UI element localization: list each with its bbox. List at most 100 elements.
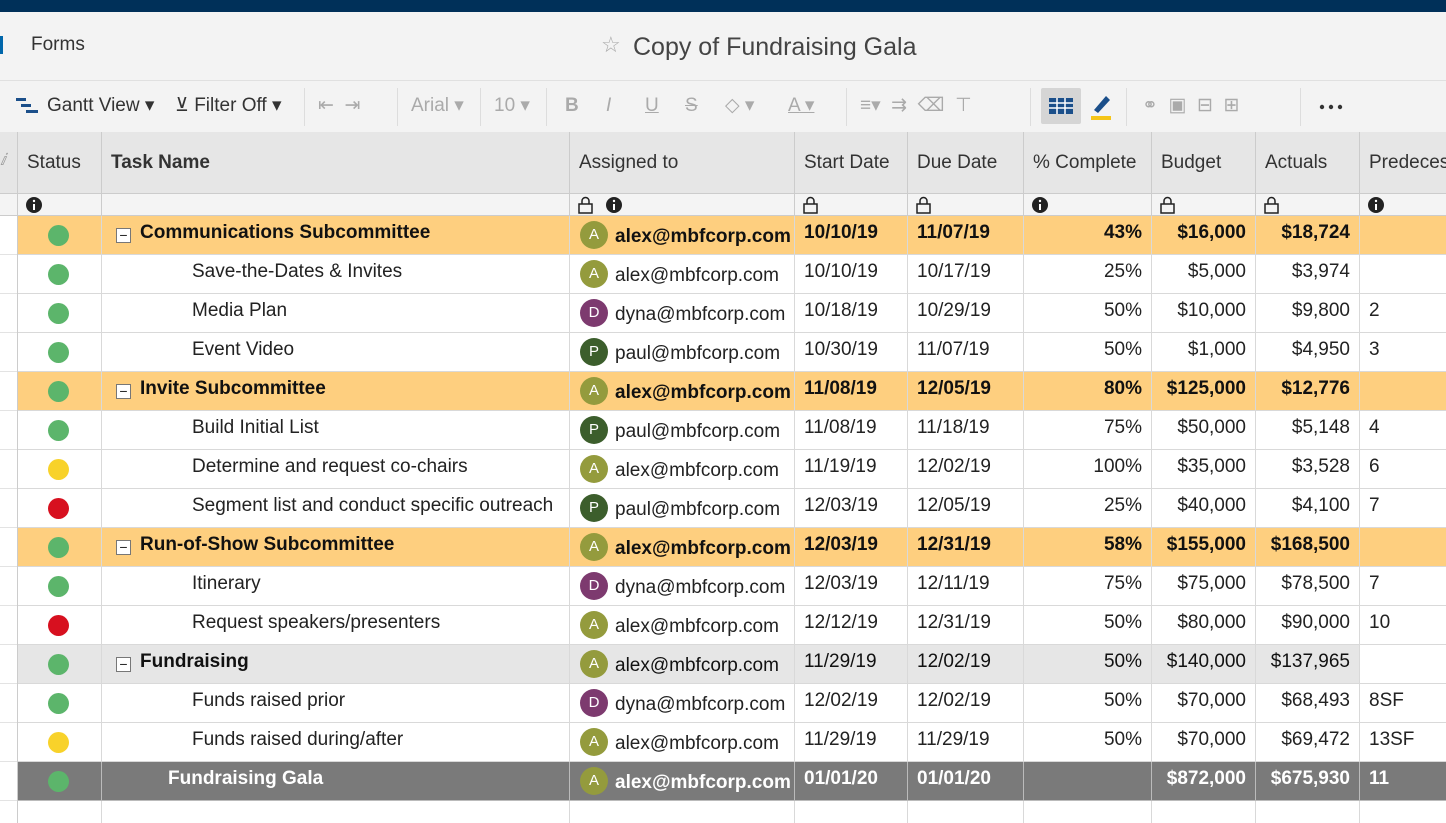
due-value: 12/31/19 (917, 612, 991, 633)
strike-button[interactable]: S (685, 80, 698, 132)
insert-buttons[interactable]: ⚭ ▣ ⊟ ⊞ (1142, 80, 1239, 132)
task-cell: Fundraising Gala (102, 762, 570, 801)
task-cell: Determine and request co-chairs (102, 450, 570, 489)
gantt-icon (16, 96, 40, 116)
assignee-email: dyna@mbfcorp.com (615, 569, 785, 606)
row-stub (0, 450, 17, 489)
info-icon (1367, 196, 1385, 214)
column-header[interactable]: Due Date (908, 132, 1024, 194)
task-name: Communications Subcommittee (140, 216, 430, 252)
gantt-view-button[interactable]: Gantt View ▾ (47, 80, 154, 132)
budget-cell: $5,000 (1152, 255, 1256, 294)
task-name: Event Video (192, 333, 294, 369)
start-cell: 11/29/19 (795, 645, 908, 684)
grid-view-button[interactable] (1041, 88, 1081, 124)
more-button[interactable] (1318, 100, 1348, 114)
pred-cell: 4 (1360, 411, 1446, 450)
task-name: Fundraising (140, 645, 249, 681)
budget-value: $80,000 (1177, 612, 1246, 633)
status-dot (48, 576, 69, 597)
nav-forms[interactable]: Forms (31, 34, 85, 56)
status-dot (48, 615, 69, 636)
avatar: P (580, 494, 608, 522)
indent-buttons[interactable]: ⇤ ⇥ (318, 80, 360, 132)
bold-button[interactable]: B (565, 80, 579, 132)
task-name: Invite Subcommittee (140, 372, 326, 408)
task-name: Segment list and conduct specific outrea… (192, 489, 553, 525)
assigned-cell: Aalex@mbfcorp.com (570, 372, 795, 411)
due-cell: 01/01/20 (908, 762, 1024, 801)
actuals-value: $675,930 (1271, 768, 1350, 789)
due-cell: 12/02/19 (908, 645, 1024, 684)
text-color-button[interactable]: A ▾ (788, 80, 814, 132)
budget-value: $50,000 (1177, 417, 1246, 438)
start-value: 11/08/19 (804, 417, 877, 438)
align-buttons[interactable]: ≡▾ ⇉ ⌫ ⊤ (860, 80, 972, 132)
highlight-button[interactable] (1088, 92, 1114, 122)
budget-value: $872,000 (1167, 768, 1246, 789)
assignee-email: alex@mbfcorp.com (615, 725, 779, 762)
font-select[interactable]: Arial ▾ (411, 80, 464, 132)
column-header[interactable]: Budget (1152, 132, 1256, 194)
column-header[interactable]: Start Date (795, 132, 908, 194)
underline-button[interactable]: U (645, 80, 659, 132)
budget-value: $70,000 (1177, 690, 1246, 711)
column-divider (101, 194, 102, 216)
column-header[interactable]: Task Name (102, 132, 570, 194)
actuals-cell: $168,500 (1256, 528, 1360, 567)
task-cell: Build Initial List (102, 411, 570, 450)
complete-value: 75% (1104, 417, 1142, 438)
status-cell (18, 762, 102, 801)
due-cell: 12/05/19 (908, 372, 1024, 411)
start-value: 12/12/19 (804, 612, 878, 633)
pred-cell: 2 (1360, 294, 1446, 333)
column-header[interactable]: % Complete (1024, 132, 1152, 194)
start-cell: 11/08/19 (795, 411, 908, 450)
actuals-value: $168,500 (1271, 534, 1350, 555)
status-dot (48, 459, 69, 480)
pred-value: 8SF (1369, 690, 1404, 711)
fill-button[interactable]: ◇ ▾ (725, 80, 754, 132)
info-icon (25, 196, 43, 214)
actuals-value: $9,800 (1292, 300, 1350, 321)
lock-icon (915, 196, 933, 214)
actuals-cell: $18,724 (1256, 216, 1360, 255)
budget-cell: $40,000 (1152, 489, 1256, 528)
status-dot (48, 654, 69, 675)
favorite-star[interactable]: ☆ (601, 32, 621, 58)
avatar: A (580, 377, 608, 405)
empty-cell (795, 801, 908, 823)
status-dot (48, 537, 69, 558)
column-header[interactable]: Assigned to (570, 132, 795, 194)
start-cell: 10/18/19 (795, 294, 908, 333)
due-cell: 11/18/19 (908, 411, 1024, 450)
budget-cell: $140,000 (1152, 645, 1256, 684)
status-cell (18, 684, 102, 723)
column-header[interactable]: Predeces (1360, 132, 1446, 194)
budget-value: $75,000 (1177, 573, 1246, 594)
budget-cell: $50,000 (1152, 411, 1256, 450)
column-header[interactable]: Status (18, 132, 102, 194)
complete-cell: 25% (1024, 255, 1152, 294)
column-header[interactable]: Actuals (1256, 132, 1360, 194)
complete-cell: 50% (1024, 723, 1152, 762)
filter-button[interactable]: ⊻ Filter Off ▾ (175, 80, 282, 132)
italic-button[interactable]: I (606, 80, 611, 132)
pred-cell (1360, 372, 1446, 411)
due-value: 11/29/19 (917, 729, 990, 750)
due-cell: 12/02/19 (908, 450, 1024, 489)
status-cell (18, 411, 102, 450)
task-cell: −Run-of-Show Subcommittee (102, 528, 570, 567)
assignee-email: alex@mbfcorp.com (615, 452, 779, 489)
size-label: 10 (494, 95, 515, 116)
pred-value: 10 (1369, 612, 1390, 633)
budget-cell: $75,000 (1152, 567, 1256, 606)
size-select[interactable]: 10 ▾ (494, 80, 530, 132)
start-value: 11/19/19 (804, 456, 877, 477)
budget-value: $155,000 (1167, 534, 1246, 555)
budget-cell: $70,000 (1152, 723, 1256, 762)
due-value: 12/02/19 (917, 690, 991, 711)
status-cell (18, 645, 102, 684)
pred-cell (1360, 645, 1446, 684)
complete-value: 50% (1104, 651, 1142, 672)
